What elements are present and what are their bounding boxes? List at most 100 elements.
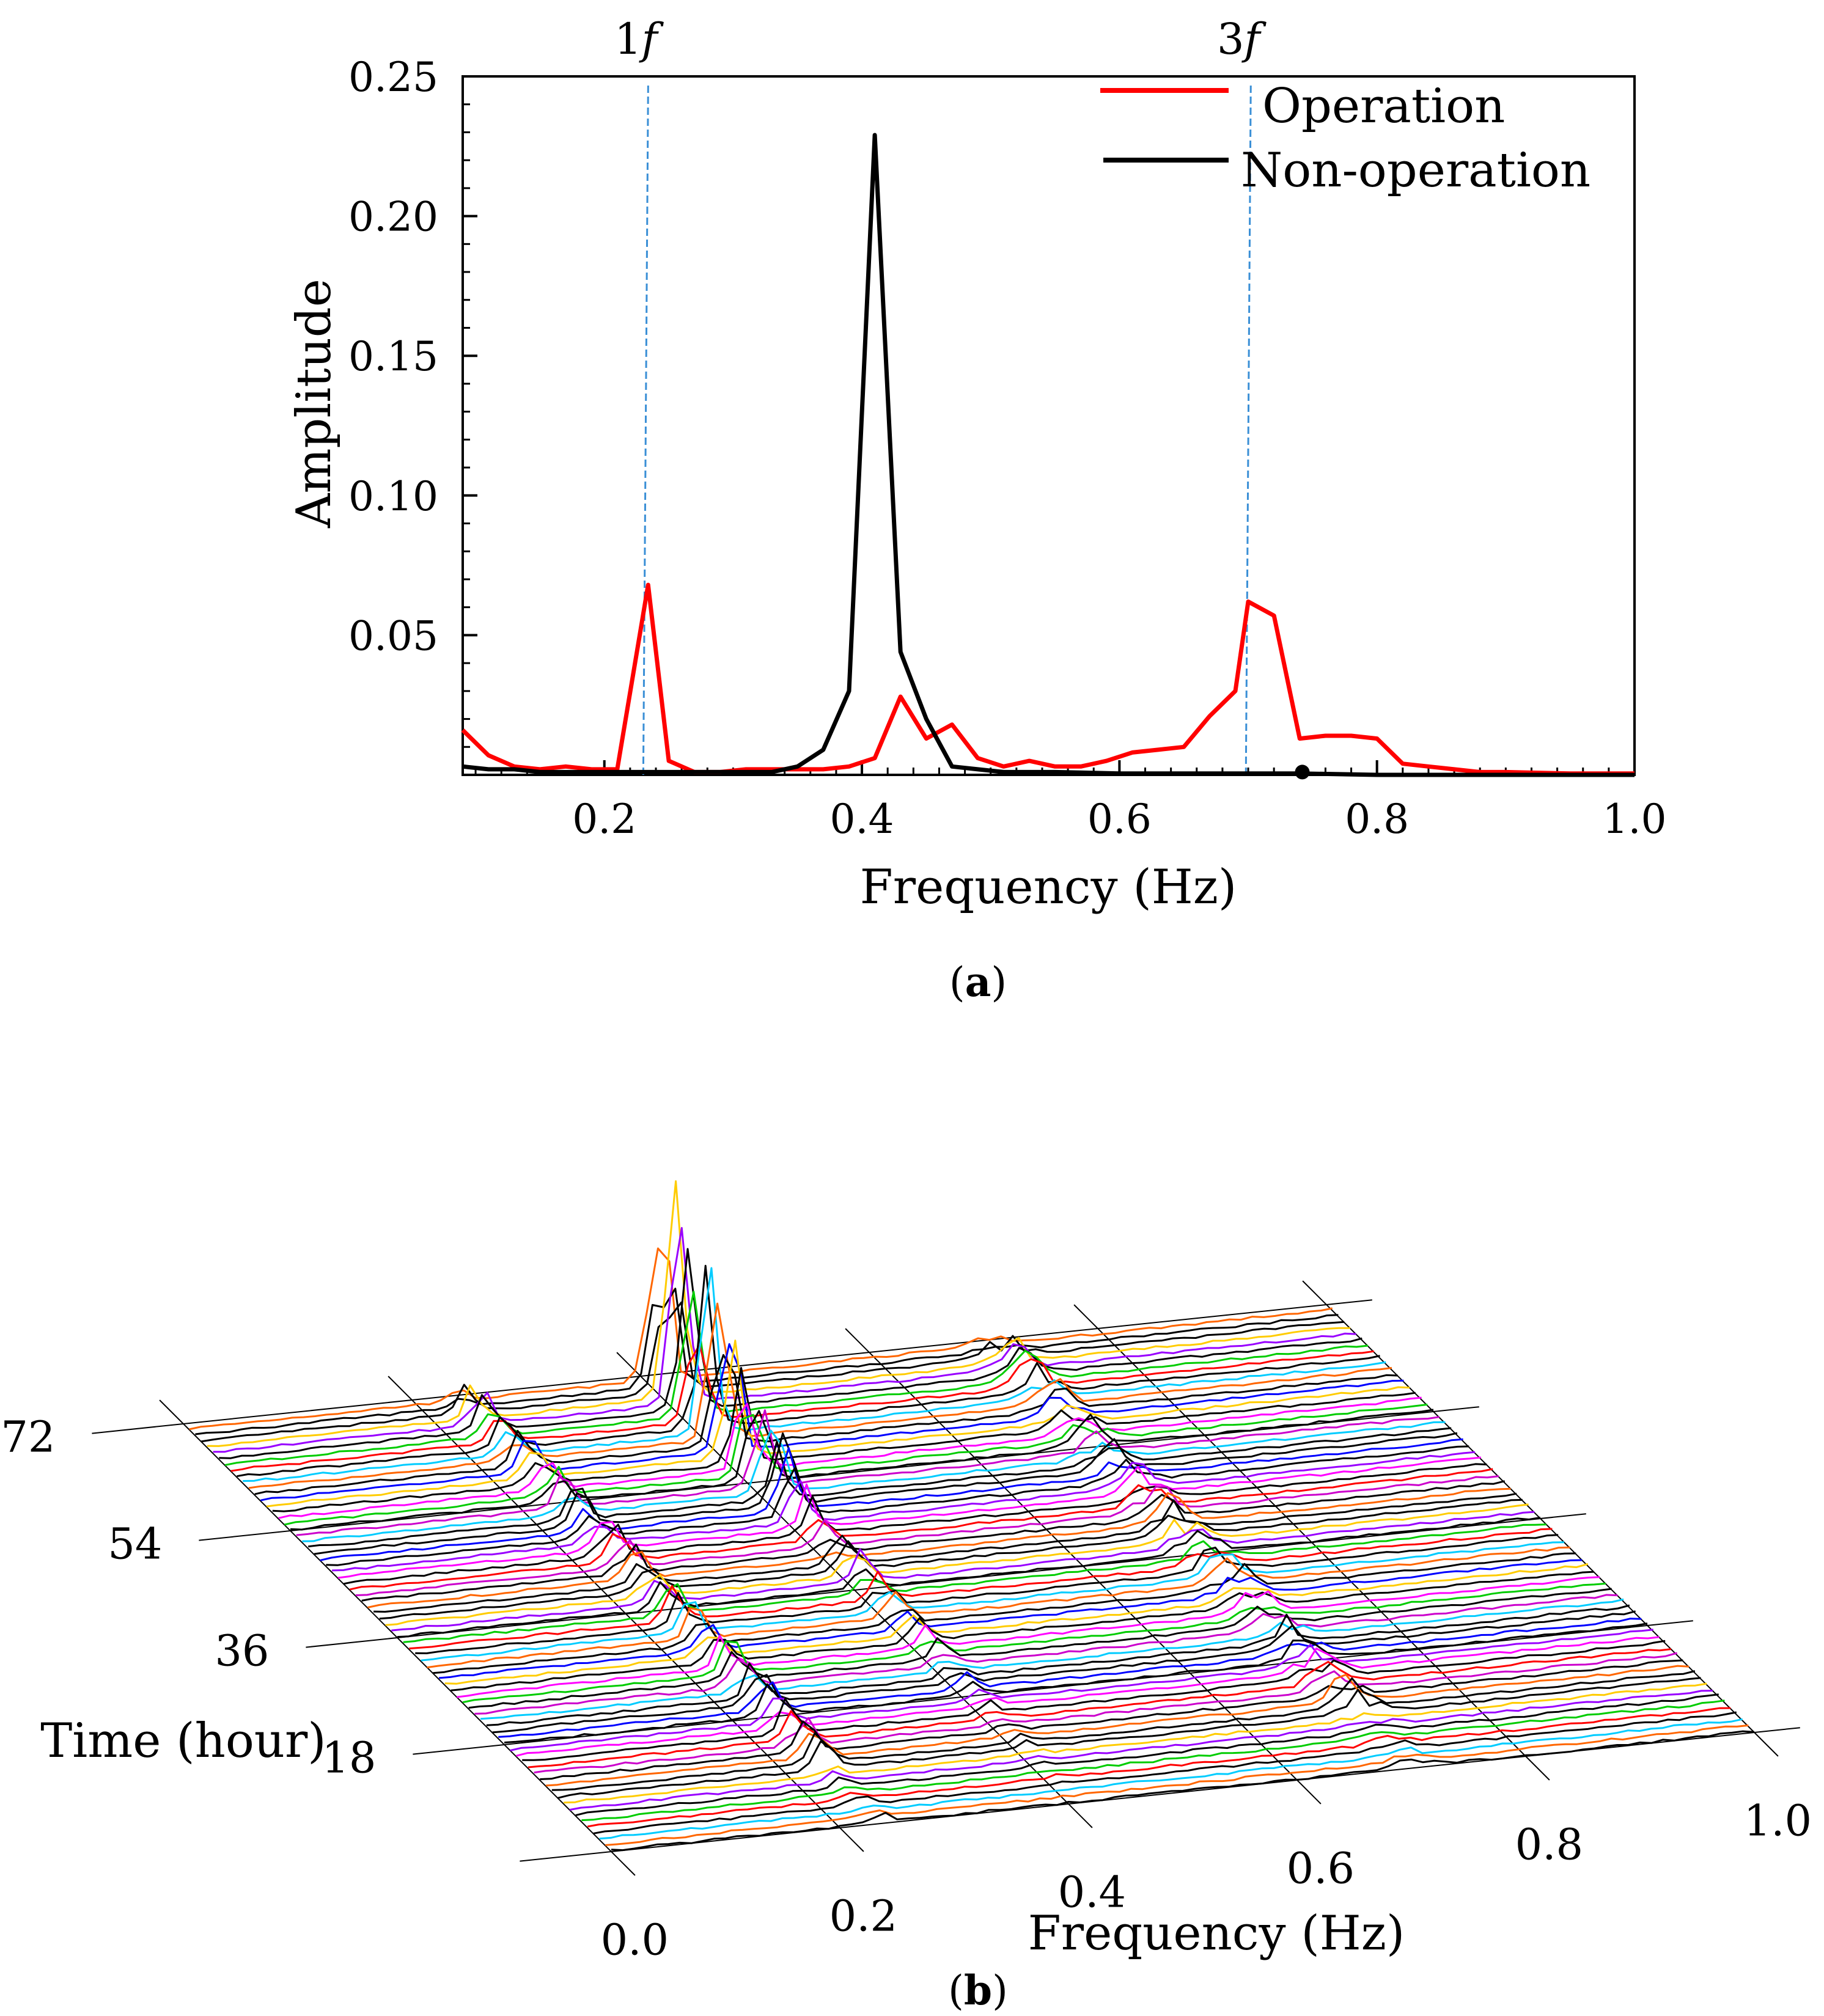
panel-b-letter: b bbox=[964, 1967, 992, 2014]
waterfall-trace bbox=[551, 1670, 1696, 1791]
y-tick-label-1: 0.10 bbox=[348, 473, 438, 520]
waterfall-trace bbox=[605, 1724, 1749, 1846]
waterfall-trace bbox=[593, 1711, 1737, 1835]
waterfall-trace bbox=[492, 1610, 1636, 1734]
time-grid-line-2 bbox=[306, 1513, 1586, 1648]
waterfall-trace bbox=[504, 1622, 1648, 1743]
waterfall-trace bbox=[332, 1451, 1476, 1572]
waterfall-trace bbox=[219, 1248, 1362, 1459]
waterfall-trace bbox=[320, 1438, 1463, 1561]
waterfall-trace bbox=[534, 1652, 1678, 1774]
y-tick-label-2: 0.15 bbox=[348, 333, 438, 380]
reference-label-1: 3f bbox=[1217, 14, 1267, 64]
panel-a-line-chart: 1f 3f 0.2 0.4 0.6 0.8 1.00.050.100.150.200.25… bbox=[287, 14, 1666, 1006]
waterfall-trace bbox=[450, 1571, 1594, 1692]
panel-a-caption: (a) bbox=[949, 958, 1007, 1006]
waterfall-trace bbox=[557, 1677, 1701, 1799]
waterfall-grid-lines bbox=[92, 1280, 1800, 1876]
waterfall-trace bbox=[213, 1226, 1356, 1453]
waterfall-trace bbox=[260, 1343, 1404, 1501]
waterfall-trace bbox=[540, 1659, 1683, 1780]
reference-label-0: 1f bbox=[614, 14, 664, 64]
waterfall-trace bbox=[611, 1730, 1755, 1852]
panel-b-caption: (b) bbox=[948, 1967, 1008, 2014]
waterfall-traces bbox=[189, 1180, 1755, 1852]
waterfall-trace bbox=[474, 1594, 1618, 1715]
waterfall-x-tick-label-4: 0.8 bbox=[1515, 1819, 1583, 1869]
waterfall-trace bbox=[248, 1302, 1392, 1489]
marker-dot bbox=[1295, 764, 1310, 780]
waterfall-x-tick-label-5: 1.0 bbox=[1744, 1795, 1812, 1846]
waterfall-trace bbox=[272, 1366, 1416, 1512]
waterfall-trace bbox=[278, 1396, 1422, 1519]
waterfall-trace bbox=[284, 1403, 1428, 1526]
waterfall-y-tick-label-2: 54 bbox=[108, 1519, 162, 1569]
waterfall-trace bbox=[569, 1690, 1713, 1811]
waterfall-trace bbox=[230, 1343, 1375, 1472]
panel-a-letter: a bbox=[965, 958, 991, 1006]
x-tick-label-1: 0.4 bbox=[830, 796, 894, 843]
series-line-operation bbox=[461, 582, 1635, 776]
waterfall-trace bbox=[379, 1498, 1523, 1620]
waterfall-trace bbox=[403, 1523, 1546, 1643]
waterfall-trace bbox=[200, 1301, 1345, 1443]
reference-label-symbol: f bbox=[1241, 14, 1267, 64]
waterfall-trace bbox=[510, 1629, 1653, 1751]
reference-line-0 bbox=[642, 85, 649, 775]
waterfall-trace bbox=[367, 1487, 1511, 1608]
waterfall-trace bbox=[308, 1427, 1452, 1548]
reference-label-number: 3 bbox=[1217, 14, 1245, 64]
waterfall-trace bbox=[457, 1576, 1600, 1698]
waterfall-trace bbox=[587, 1707, 1731, 1828]
waterfall-trace bbox=[326, 1445, 1469, 1566]
x-tick-label-3: 0.8 bbox=[1345, 796, 1409, 843]
x-tick-label-2: 0.6 bbox=[1087, 796, 1152, 843]
reference-lines: 1f 3f bbox=[614, 14, 1267, 775]
waterfall-trace bbox=[266, 1340, 1410, 1508]
waterfall-trace bbox=[302, 1421, 1446, 1542]
waterfall-trace bbox=[581, 1699, 1725, 1822]
waterfall-trace bbox=[546, 1665, 1690, 1787]
waterfall-trace bbox=[427, 1546, 1570, 1669]
waterfall-trace bbox=[361, 1480, 1506, 1602]
waterfall-trace bbox=[599, 1718, 1743, 1840]
waterfall-trace bbox=[337, 1456, 1481, 1579]
y-tick-label-0: 0.05 bbox=[348, 612, 438, 659]
series-lines bbox=[461, 133, 1635, 780]
time-grid-line-4 bbox=[92, 1299, 1372, 1434]
waterfall-trace bbox=[522, 1640, 1666, 1761]
x-tick-label-0: 0.2 bbox=[572, 796, 636, 843]
waterfall-trace bbox=[444, 1563, 1589, 1685]
legend: Operation Non-operation bbox=[1100, 79, 1590, 198]
waterfall-trace bbox=[243, 1267, 1386, 1482]
waterfall-trace bbox=[349, 1468, 1493, 1591]
series-line-non-operation bbox=[462, 133, 1635, 777]
legend-label-operation: Operation bbox=[1262, 79, 1505, 134]
waterfall-trace bbox=[373, 1492, 1517, 1613]
waterfall-trace bbox=[397, 1516, 1541, 1638]
waterfall-trace bbox=[207, 1180, 1350, 1447]
waterfall-trace bbox=[516, 1636, 1660, 1757]
plot-frame bbox=[462, 75, 1636, 776]
reference-label-symbol: f bbox=[639, 14, 664, 64]
waterfall-x-tick-label-3: 0.6 bbox=[1287, 1843, 1355, 1893]
waterfall-trace bbox=[421, 1541, 1564, 1662]
waterfall-trace bbox=[498, 1618, 1642, 1738]
waterfall-trace bbox=[409, 1528, 1553, 1650]
waterfall-trace bbox=[575, 1693, 1719, 1817]
waterfall-trace bbox=[438, 1559, 1583, 1679]
waterfall-y-tick-label-1: 36 bbox=[215, 1626, 269, 1676]
waterfall-trace bbox=[290, 1409, 1434, 1531]
waterfall-trace bbox=[224, 1291, 1369, 1466]
y-tick-label-4: 0.25 bbox=[348, 54, 438, 101]
waterfall-trace bbox=[391, 1511, 1535, 1632]
x-axis-label: Frequency (Hz) bbox=[860, 860, 1237, 915]
waterfall-trace bbox=[237, 1264, 1380, 1478]
waterfall-trace bbox=[462, 1582, 1606, 1704]
waterfall-y-tick-label-3: 72 bbox=[1, 1412, 55, 1462]
waterfall-trace bbox=[480, 1598, 1624, 1720]
y-axis-label: Amplitude bbox=[287, 279, 342, 529]
waterfall-trace bbox=[486, 1604, 1630, 1726]
reference-line-1 bbox=[1245, 85, 1252, 775]
